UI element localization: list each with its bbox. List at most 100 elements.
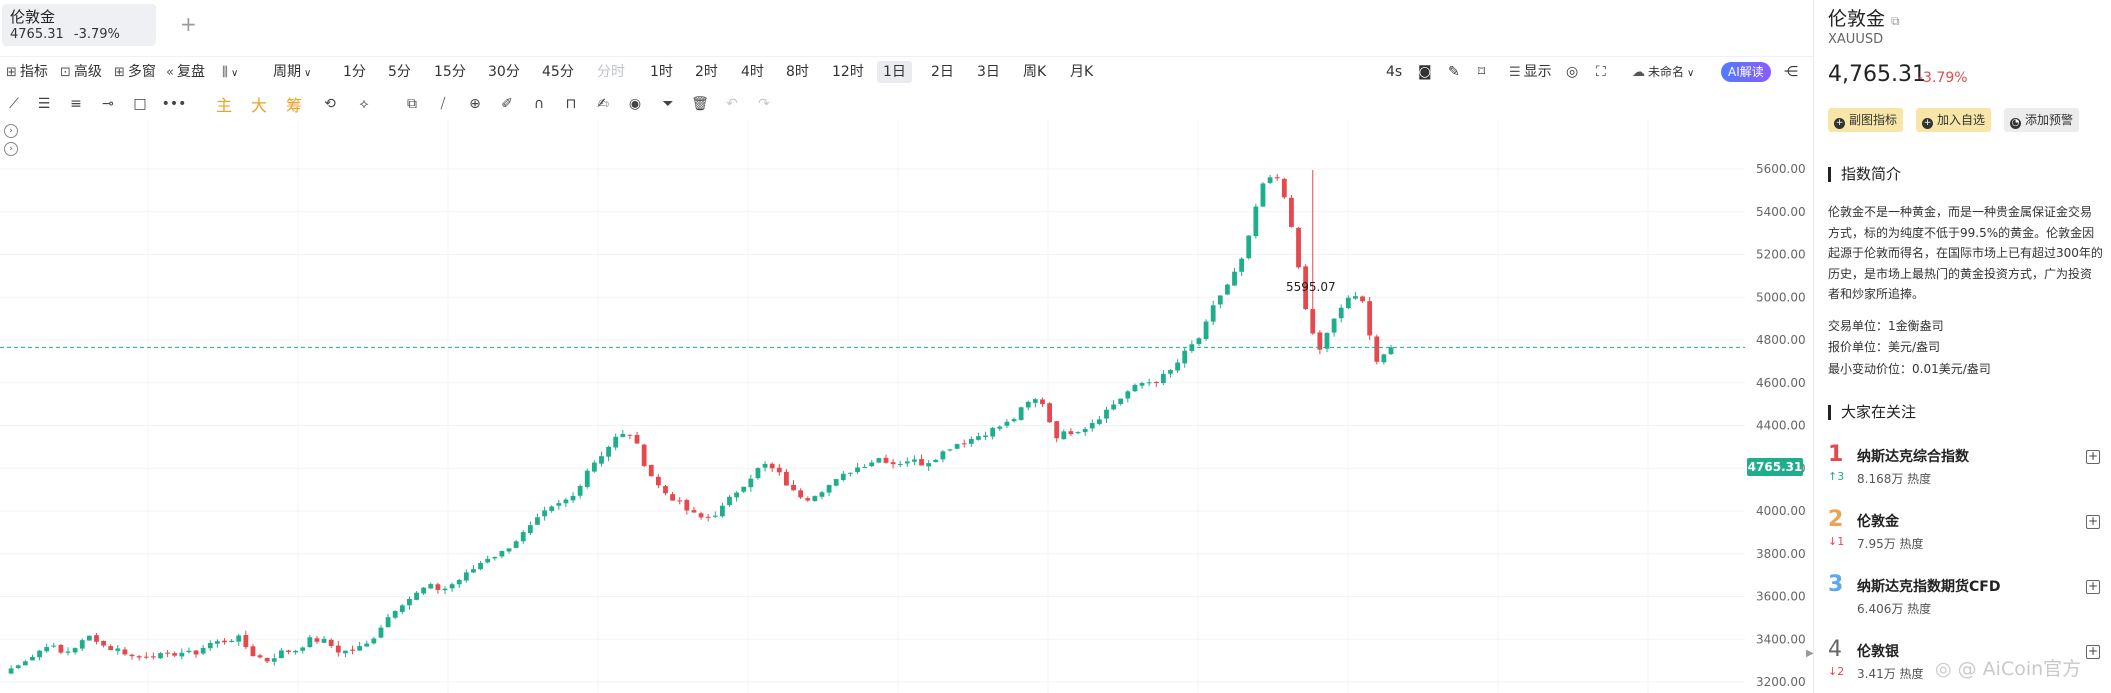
candle-body (1338, 307, 1344, 319)
interval-15m[interactable]: 15分 (434, 64, 466, 80)
period-dropdown[interactable]: 周期 ∨ (273, 64, 312, 80)
panel-divider[interactable] (1813, 0, 1814, 693)
tab-xauusd[interactable]: 伦敦金 4765.31 -3.79% (2, 4, 156, 46)
add-alert-button[interactable]: ◔ 添加预警 (2004, 108, 2080, 132)
interval-1h[interactable]: 1时 (650, 64, 673, 80)
candle-body (1096, 419, 1102, 424)
candle-body (826, 485, 832, 493)
instrument-change: -3.79% (1918, 70, 1968, 86)
expand-indicator-icon[interactable]: › (4, 142, 18, 156)
collapse-panel-icon[interactable]: ▶ (1806, 648, 1814, 659)
ray-tool-icon[interactable]: ⊸ (102, 96, 114, 112)
interval-1m[interactable]: 1分 (343, 64, 366, 80)
replay-button[interactable]: «复盘 (166, 64, 205, 80)
edit-icon[interactable]: ✍ (597, 96, 609, 112)
y-tick-label: 3400.00 (1756, 632, 1806, 646)
copy-icon[interactable]: ⧉ (1891, 14, 1900, 28)
hot-item[interactable]: 4 ↓2 伦敦银 3.41万 热度 + (1828, 635, 2100, 693)
candle-body (463, 572, 469, 581)
camera-icon[interactable]: ◙ (1418, 64, 1432, 80)
candle-body (848, 472, 853, 474)
magnet-icon[interactable]: ∩ (533, 96, 545, 112)
candle-body (535, 517, 540, 525)
undo-icon[interactable]: ↶ (726, 96, 738, 112)
interval-1d[interactable]: 1日 (877, 61, 912, 83)
candle-body (143, 656, 149, 658)
main-chart-toggle[interactable]: 主 (215, 96, 232, 115)
parallel-lines-icon[interactable]: ☰ (37, 96, 51, 112)
ruler-icon[interactable]: ⧸ (440, 96, 446, 112)
chip-distribution-toggle[interactable]: 筹 (285, 96, 302, 115)
candle-body (926, 463, 932, 467)
interval-month[interactable]: 月K (1070, 64, 1094, 80)
add-icon[interactable]: + (2086, 514, 2100, 529)
chart-type-button[interactable]: ⫼ ∨ (222, 61, 238, 83)
target-icon[interactable]: ◎ (1566, 64, 1579, 80)
expand-indicator-icon[interactable]: › (4, 124, 18, 138)
trash-icon[interactable]: 🗑 (691, 96, 709, 112)
line-tool-icon[interactable]: ⟋ (9, 96, 19, 112)
add-watchlist-button[interactable]: + 加入自选 (1916, 108, 1992, 132)
candlestick-icon: ⫼ (222, 65, 228, 80)
refresh-rate[interactable]: 4s (1386, 64, 1403, 80)
price-chart[interactable]: 5600.00 5400.00 5200.00 5000.00 4800.00 4600.… (0, 120, 1813, 693)
multi-window-button[interactable]: ⊞ 多窗 (114, 64, 156, 80)
interval-8h[interactable]: 8时 (786, 64, 809, 80)
y-tick-label: 5200.00 (1756, 248, 1806, 262)
share-icon[interactable]: ⋲ (1784, 64, 1798, 80)
rectangle-tool-icon[interactable]: □ (133, 96, 147, 112)
candle-body (855, 467, 860, 473)
interval-12h[interactable]: 12时 (832, 64, 864, 80)
candle-body (37, 650, 42, 658)
hot-item[interactable]: 2 ↓1 伦敦金 7.95万 热度 + (1828, 505, 2100, 565)
large-order-toggle[interactable]: 大 (250, 96, 267, 115)
interval-4h[interactable]: 4时 (741, 64, 764, 80)
interval-2h[interactable]: 2时 (695, 64, 718, 80)
candle-body (222, 640, 227, 643)
brush-icon[interactable]: ✐ (501, 96, 513, 112)
interval-2d[interactable]: 2日 (931, 64, 954, 80)
bookmark-icon[interactable]: ⌑ (1478, 64, 1486, 80)
candle-body (976, 436, 981, 440)
pen-icon[interactable]: ✎ (1448, 64, 1460, 80)
fullscreen-icon[interactable]: ⛶ (1596, 64, 1606, 80)
hline-tool-icon[interactable]: ≡ (70, 96, 82, 112)
candle-body (1025, 401, 1031, 408)
lock-tool-icon[interactable]: ⊓ (565, 96, 577, 112)
zoom-icon[interactable]: ⊕ (469, 96, 481, 112)
candle-body (314, 638, 320, 642)
add-icon[interactable]: + (2086, 579, 2100, 594)
add-icon[interactable]: + (2086, 644, 2100, 659)
interval-5m[interactable]: 5分 (388, 64, 411, 80)
eye-icon[interactable]: ◉ (628, 96, 642, 112)
filter-icon[interactable]: ⏷ (662, 96, 674, 112)
candle-body (115, 648, 121, 651)
measure-icon[interactable]: ⟡ (359, 96, 369, 112)
candlestick-chart[interactable]: 5600.00 5400.00 5200.00 5000.00 4800.00 4600.… (0, 120, 1813, 693)
hot-item[interactable]: 1 ↑3 纳斯达克综合指数 8.168万 热度 + (1828, 440, 2100, 500)
indicator-button[interactable]: ⊞ 指标 (6, 64, 48, 80)
advanced-button[interactable]: ⊡ 高级 (60, 64, 102, 80)
chart-toolbar: ⊞ 指标 ⊡ 高级 ⊞ 多窗 «复盘 ⫼ ∨ 周期 ∨ 1分 5分 15分 30分 45分… (0, 56, 1813, 86)
hot-item[interactable]: 3 纳斯达克指数期货CFD 6.406万 热度 + (1828, 570, 2100, 630)
crop-icon[interactable]: ⧉ (407, 96, 417, 112)
display-button[interactable]: ☰ 显示 (1509, 64, 1552, 80)
layout-dropdown[interactable]: ☁ 未命名 ∨ (1632, 65, 1695, 80)
redo-icon[interactable]: ↷ (758, 96, 770, 112)
interval-week[interactable]: 周K (1023, 64, 1047, 80)
candle-body (1267, 177, 1273, 183)
add-icon[interactable]: + (2086, 449, 2100, 464)
candle-body (129, 654, 135, 657)
ai-interpret-button[interactable]: AI解读 (1721, 62, 1771, 82)
sub-chart-indicator-button[interactable]: + 副图指标 (1828, 108, 1904, 132)
sync-icon[interactable]: ⟲ (324, 96, 336, 112)
interval-timeshare[interactable]: 分时 (597, 64, 625, 80)
more-tools-icon[interactable]: ••• (161, 96, 187, 112)
interval-3d[interactable]: 3日 (977, 64, 1000, 80)
plus-circle-icon: + (1922, 118, 1933, 129)
interval-45m[interactable]: 45分 (542, 64, 574, 80)
candle-body (997, 426, 1003, 429)
interval-30m[interactable]: 30分 (488, 64, 520, 80)
add-tab-button[interactable]: + (180, 12, 197, 36)
list-icon: ☰ (1509, 65, 1521, 80)
